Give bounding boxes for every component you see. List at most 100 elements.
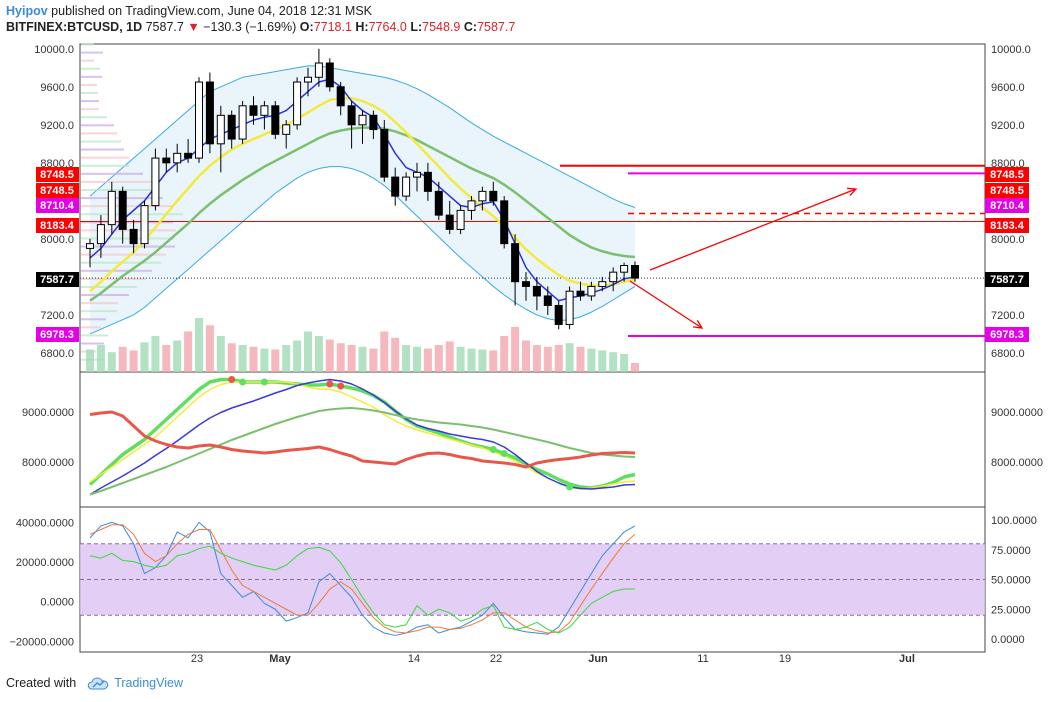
tradingview-cloud-icon[interactable]	[86, 676, 110, 690]
candle-body	[523, 282, 530, 287]
x-tick-label: 23	[191, 653, 203, 665]
osc1-signal-dot	[337, 383, 344, 390]
candle-body	[468, 201, 475, 211]
candle-body	[381, 130, 388, 178]
candle-body	[457, 210, 464, 229]
volume-profile-bar	[81, 60, 94, 62]
osc1-series-line	[90, 412, 635, 467]
volume-profile-bar	[81, 68, 100, 70]
volume-bar	[478, 350, 486, 373]
volume-bar	[195, 318, 203, 372]
volume-bar	[108, 352, 116, 372]
candle-body	[326, 63, 333, 87]
candle-body	[272, 106, 279, 135]
created-with-label: Created with	[6, 676, 76, 690]
x-tick-label: Jul	[899, 653, 915, 665]
volume-bar	[468, 349, 476, 372]
candle-body	[261, 106, 268, 116]
candle-body	[610, 272, 617, 282]
candle-body	[108, 191, 115, 224]
volume-profile-bar	[81, 326, 101, 328]
volume-profile-bar	[81, 116, 107, 118]
volume-profile-bar	[81, 108, 99, 110]
candle-body	[185, 153, 192, 158]
volume-bar	[119, 347, 127, 372]
volume-profile-bar	[81, 132, 117, 134]
volume-profile-bar	[81, 52, 103, 54]
osc1-signal-dot	[228, 376, 235, 383]
volume-profile-bar	[81, 270, 152, 272]
volume-bar	[544, 347, 552, 372]
osc2-y-tick-left: 40000.0000	[16, 517, 74, 529]
y-tick-left: 8000.0	[40, 234, 74, 246]
osc1-series-line	[90, 408, 635, 495]
osc1-signal-dot	[326, 381, 333, 388]
volume-bar	[315, 336, 323, 372]
volume-bar	[326, 340, 334, 372]
x-tick-label: 11	[697, 653, 708, 665]
volume-bar	[533, 345, 541, 372]
candle-body	[228, 115, 235, 139]
price-badge-right-text: 8748.5	[990, 169, 1024, 181]
price-badge-right-text: 8710.4	[990, 200, 1025, 212]
y-tick-right: 10000.0	[991, 44, 1031, 56]
candle-body	[599, 282, 606, 287]
osc2-y-tick-right: 100.0000	[991, 515, 1037, 527]
candle-body	[424, 172, 431, 191]
candle-body	[337, 87, 344, 106]
osc1-signal-dot	[261, 379, 268, 386]
volume-bar	[184, 332, 192, 373]
volume-profile-bar	[81, 229, 176, 231]
candle-body	[555, 305, 562, 324]
arrow-up	[650, 189, 856, 270]
price-badge-left-text: 8748.5	[40, 185, 74, 197]
osc1-y-tick-right: 8000.0000	[991, 457, 1043, 469]
candle-body	[97, 225, 104, 244]
volume-profile-bar	[81, 100, 99, 102]
volume-bar	[173, 341, 181, 373]
y-tick-left: 6800.0	[40, 348, 74, 360]
volume-profile-bar	[81, 173, 143, 175]
volume-bar	[359, 347, 367, 372]
volume-bar	[522, 341, 530, 373]
candle-body	[359, 115, 366, 125]
volume-bar	[598, 350, 606, 372]
volume-bar	[228, 343, 236, 372]
osc1-y-tick-left: 9000.0000	[22, 407, 74, 419]
arrow-down-head	[693, 320, 702, 328]
volume-bar	[141, 342, 149, 372]
candle-body	[217, 115, 224, 144]
candle-body	[305, 77, 312, 82]
volume-bar	[217, 336, 225, 372]
volume-bar	[457, 347, 465, 372]
price-badge-right-text: 8183.4	[990, 220, 1025, 232]
osc2-y-tick-right: 75.0000	[991, 545, 1031, 557]
footer: Created with TradingView	[6, 676, 183, 690]
candle-body	[632, 266, 639, 279]
volume-bar	[555, 345, 563, 372]
bollinger-band-fill	[90, 66, 635, 334]
osc2-y-tick-right: 0.0000	[991, 634, 1025, 646]
candle-body	[403, 177, 410, 196]
osc1-y-tick-left: 8000.0000	[22, 457, 74, 469]
tradingview-link[interactable]: TradingView	[114, 676, 183, 690]
candle-body	[119, 191, 126, 229]
candle-body	[501, 201, 508, 244]
volume-bar	[577, 347, 585, 372]
candle-body	[283, 125, 290, 135]
volume-profile-bar	[81, 310, 117, 312]
osc1-y-tick-right: 9000.0000	[991, 407, 1043, 419]
volume-bar	[380, 332, 388, 373]
candle-body	[392, 177, 399, 196]
volume-bar	[162, 345, 170, 372]
candle-body	[152, 158, 159, 206]
osc2-y-tick-right: 50.0000	[991, 575, 1031, 587]
volume-profile-bar	[81, 149, 124, 151]
y-tick-left: 9600.0	[40, 82, 74, 94]
osc2-y-tick-right: 25.0000	[991, 604, 1031, 616]
volume-bar	[369, 349, 377, 372]
candle-body	[250, 106, 257, 116]
price-badge-right-text: 7587.7	[990, 274, 1024, 286]
volume-profile-bar	[81, 140, 121, 142]
